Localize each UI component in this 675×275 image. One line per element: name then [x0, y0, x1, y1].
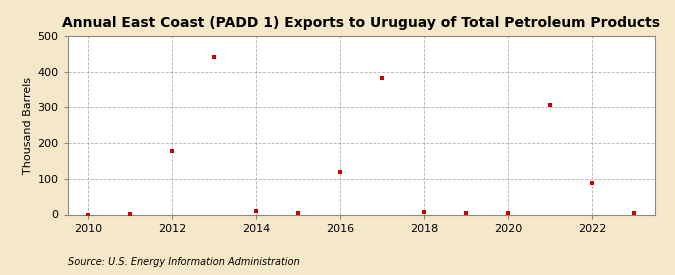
- Point: [167, 149, 178, 153]
- Point: [460, 211, 471, 215]
- Text: Source: U.S. Energy Information Administration: Source: U.S. Energy Information Administ…: [68, 257, 299, 267]
- Point: [293, 211, 304, 215]
- Point: [251, 209, 262, 213]
- Point: [125, 211, 136, 216]
- Title: Annual East Coast (PADD 1) Exports to Uruguay of Total Petroleum Products: Annual East Coast (PADD 1) Exports to Ur…: [62, 16, 660, 31]
- Point: [587, 181, 597, 185]
- Point: [502, 211, 513, 216]
- Point: [418, 210, 429, 214]
- Point: [628, 211, 639, 216]
- Point: [209, 55, 220, 59]
- Y-axis label: Thousand Barrels: Thousand Barrels: [23, 76, 33, 174]
- Point: [335, 169, 346, 174]
- Point: [83, 212, 94, 217]
- Point: [377, 76, 387, 80]
- Point: [545, 103, 556, 108]
